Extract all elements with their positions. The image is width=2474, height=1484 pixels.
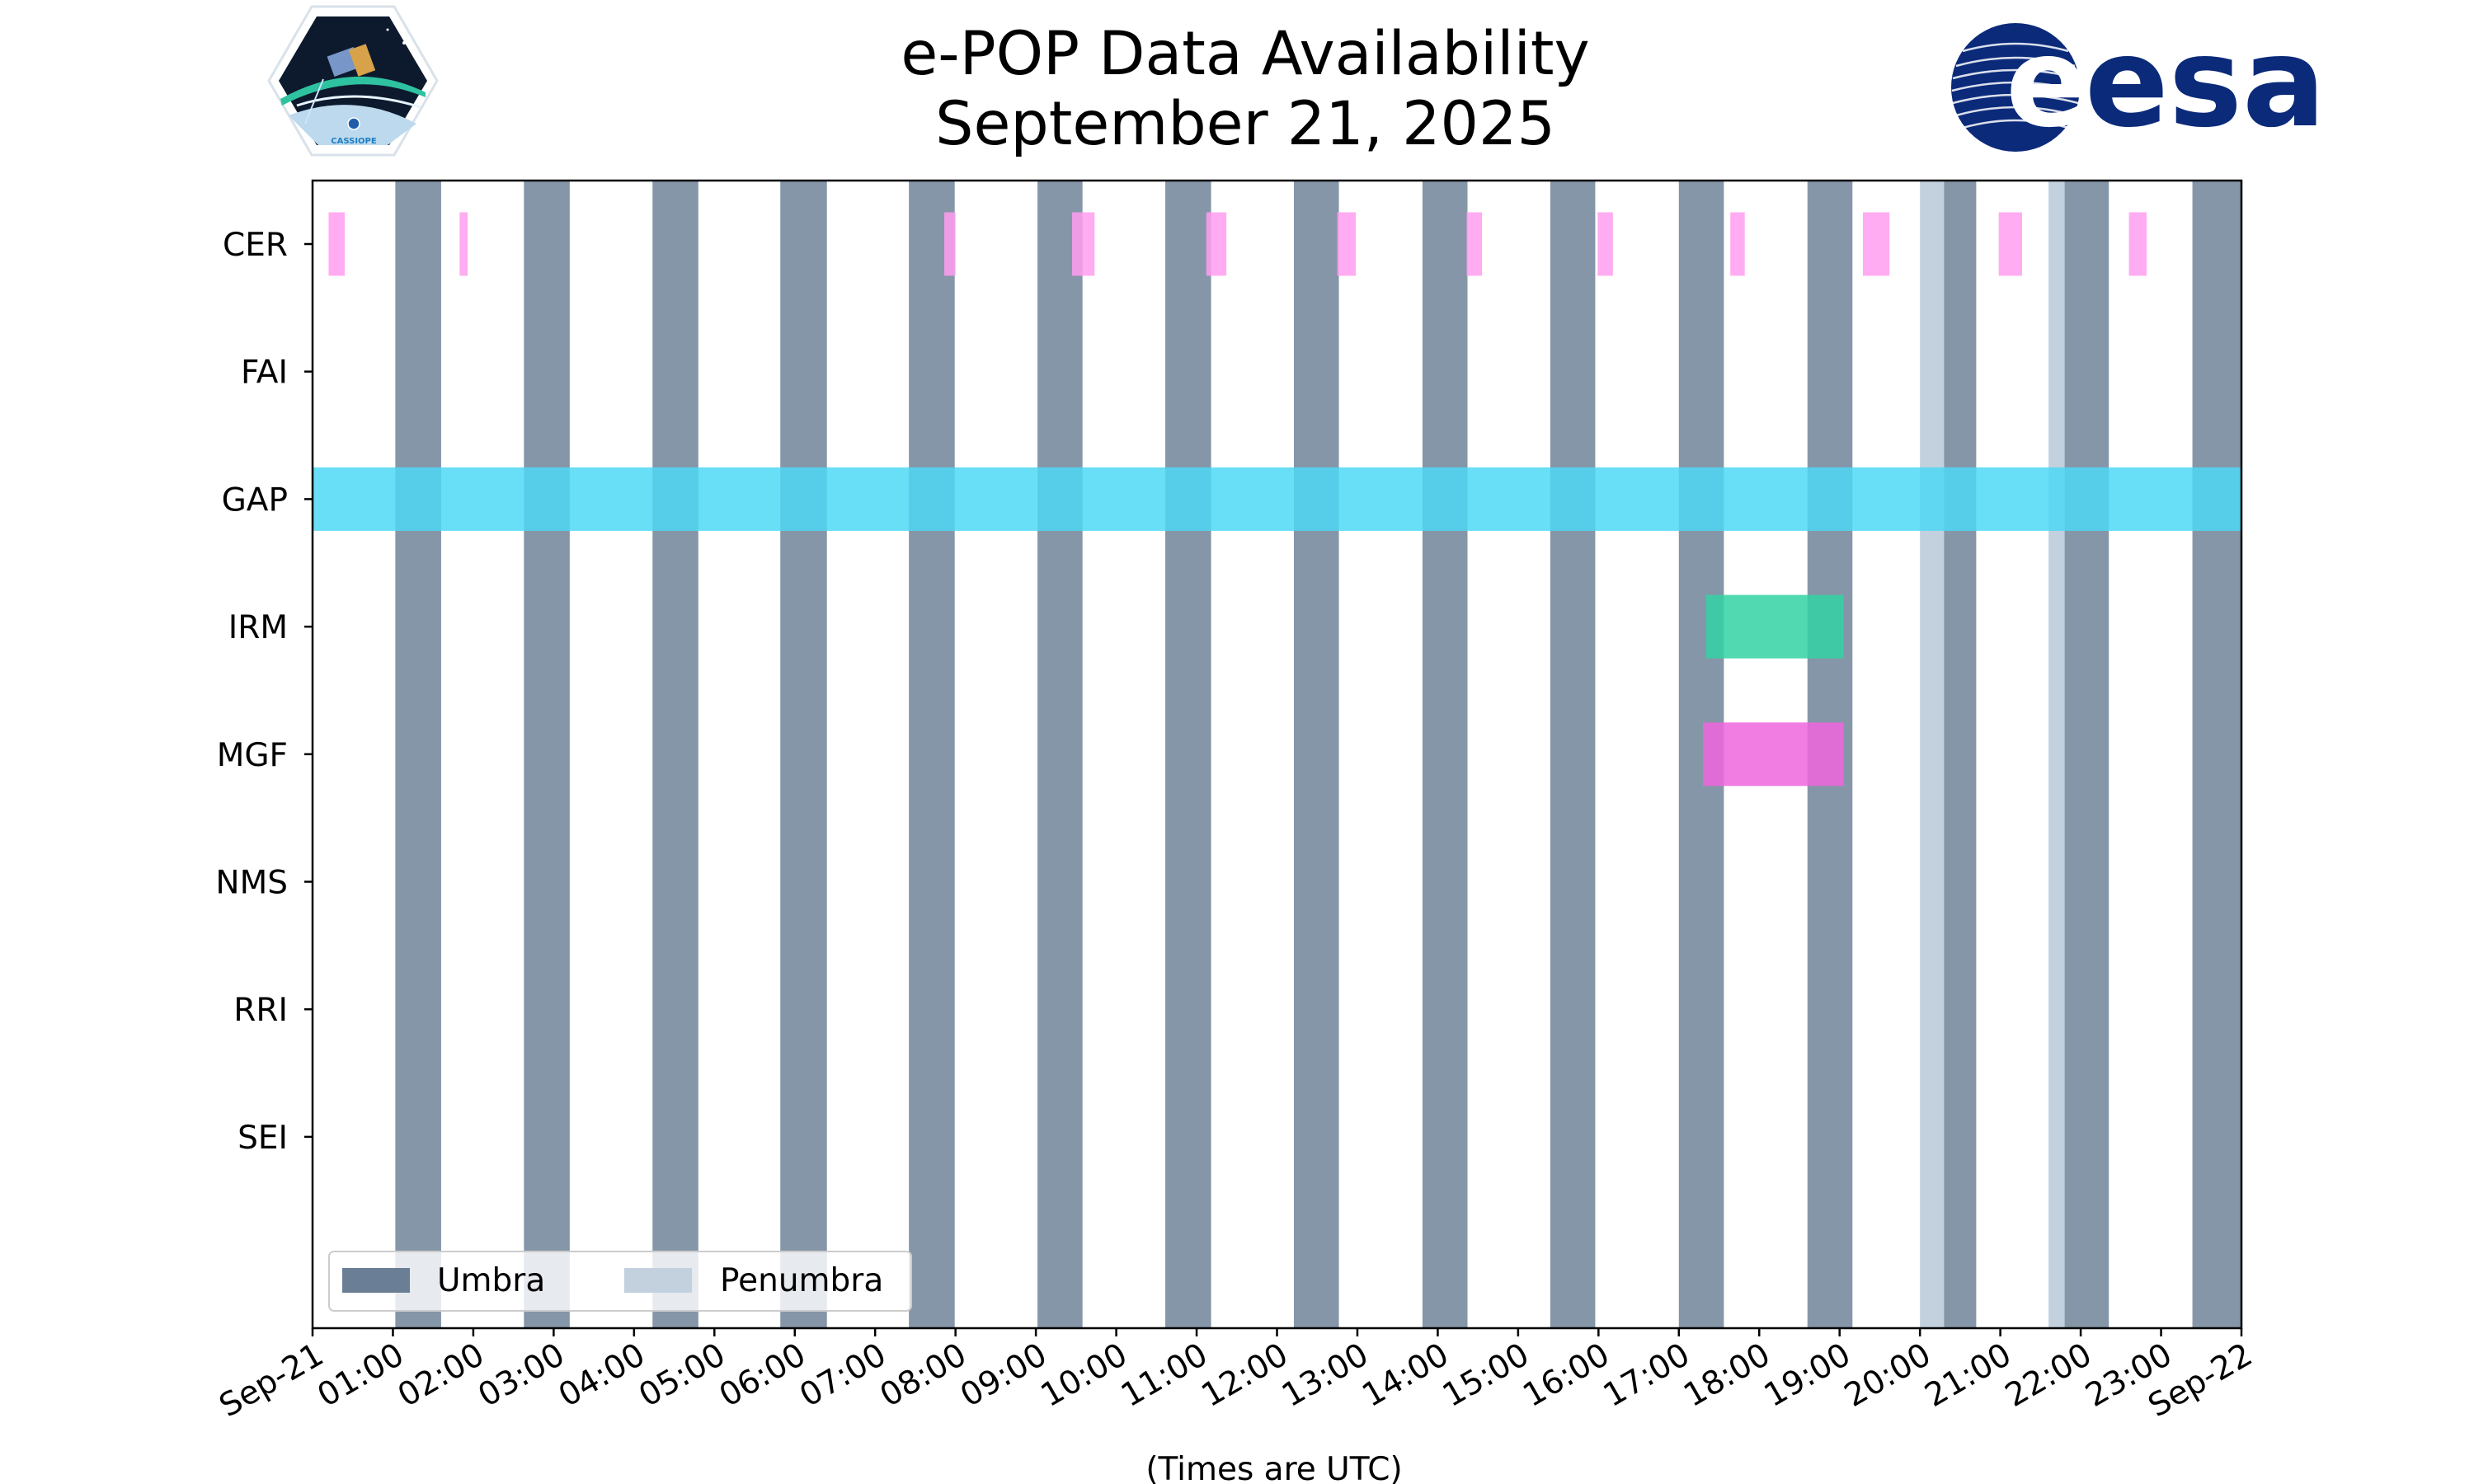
y-axis: CER FAI GAP IRM MGF NMS RRI SEI bbox=[215, 227, 313, 1157]
y-tick-label-rri: RRI bbox=[233, 992, 288, 1029]
umbra-band-9 bbox=[1550, 181, 1596, 1328]
cer-availability-bar-4 bbox=[1206, 212, 1227, 276]
x-tick-label-14: 14:00 bbox=[1357, 1336, 1456, 1415]
x-tick-label-8: 08:00 bbox=[874, 1336, 973, 1415]
x-tick-label-4: 04:00 bbox=[553, 1336, 651, 1415]
cer-availability-bar-6 bbox=[1466, 212, 1483, 276]
x-tick-label-3: 03:00 bbox=[473, 1336, 571, 1415]
x-tick-label-19: 19:00 bbox=[1758, 1336, 1857, 1415]
umbra-band-13 bbox=[2064, 181, 2109, 1328]
mgf-availability-bar-0 bbox=[1703, 722, 1844, 787]
x-tick-label-17: 17:00 bbox=[1597, 1336, 1696, 1415]
cer-availability-bar-8 bbox=[1730, 212, 1745, 276]
esa-inner-e-mark: e bbox=[2006, 12, 2090, 155]
y-tick-label-irm: IRM bbox=[228, 609, 288, 646]
x-tick-label-7: 07:00 bbox=[793, 1336, 892, 1415]
cer-availability-bar-5 bbox=[1337, 212, 1357, 276]
x-axis: Sep-2101:0002:0003:0004:0005:0006:0007:0… bbox=[214, 1328, 2259, 1425]
y-tick-label-gap: GAP bbox=[222, 481, 288, 519]
x-tick-label-20: 20:00 bbox=[1838, 1336, 1937, 1415]
cer-availability-bar-7 bbox=[1597, 212, 1613, 276]
umbra-band-14 bbox=[2192, 181, 2241, 1328]
legend-penumbra-swatch bbox=[624, 1268, 692, 1293]
x-tick-label-18: 18:00 bbox=[1677, 1336, 1776, 1415]
cer-availability-bar-3 bbox=[1071, 212, 1095, 276]
cer-availability-bar-10 bbox=[1998, 212, 2022, 276]
x-tick-label-9: 09:00 bbox=[954, 1336, 1053, 1415]
legend-umbra-label: Umbra bbox=[437, 1262, 545, 1299]
umbra-band-0 bbox=[395, 181, 441, 1328]
x-tick-label-15: 15:00 bbox=[1437, 1336, 1536, 1415]
umbra-band-12 bbox=[1944, 181, 1977, 1328]
legend-penumbra-label: Penumbra bbox=[720, 1262, 883, 1299]
cer-availability-bar-0 bbox=[328, 212, 345, 276]
x-tick-label-16: 16:00 bbox=[1517, 1336, 1616, 1415]
cer-availability-bar-2 bbox=[944, 212, 956, 276]
y-tick-label-nms: NMS bbox=[215, 865, 288, 902]
x-tick-label-13: 13:00 bbox=[1276, 1336, 1375, 1415]
umbra-band-4 bbox=[909, 181, 955, 1328]
umbra-band-2 bbox=[652, 181, 698, 1328]
penumbra-band-0 bbox=[1920, 181, 1945, 1328]
y-tick-label-fai: FAI bbox=[241, 355, 288, 392]
y-tick-label-cer: CER bbox=[223, 227, 288, 264]
x-tick-label-6: 06:00 bbox=[713, 1336, 812, 1415]
irm-availability-bar-0 bbox=[1705, 594, 1844, 659]
esa-logo-text: esa bbox=[2085, 12, 2326, 155]
cassiope-logo-text: CASSIOPE bbox=[331, 137, 377, 146]
y-tick-label-mgf: MGF bbox=[217, 737, 288, 774]
x-tick-label-21: 21:00 bbox=[1919, 1336, 2018, 1415]
bars-layer bbox=[313, 212, 2241, 787]
x-axis-label: (Times are UTC) bbox=[1145, 1451, 1402, 1484]
x-tick-label-11: 11:00 bbox=[1115, 1336, 1214, 1415]
x-tick-label-10: 10:00 bbox=[1035, 1336, 1134, 1415]
x-tick-label-5: 05:00 bbox=[633, 1336, 731, 1415]
x-tick-label-22: 22:00 bbox=[1999, 1336, 2098, 1415]
umbra-band-7 bbox=[1293, 181, 1339, 1328]
umbra-band-6 bbox=[1165, 181, 1211, 1328]
cer-availability-bar-1 bbox=[459, 212, 468, 276]
y-tick-label-sei: SEI bbox=[238, 1120, 288, 1157]
gap-availability-bar-0 bbox=[313, 467, 2241, 531]
umbra-band-8 bbox=[1422, 181, 1468, 1328]
chart-subtitle: September 21, 2025 bbox=[935, 89, 1555, 159]
cer-availability-bar-11 bbox=[2128, 212, 2147, 276]
x-tick-label-12: 12:00 bbox=[1196, 1336, 1295, 1415]
legend: Umbra Penumbra bbox=[328, 1251, 912, 1312]
x-tick-label-0: Sep-21 bbox=[214, 1336, 330, 1425]
umbra-band-1 bbox=[524, 181, 570, 1328]
legend-umbra-swatch bbox=[342, 1268, 410, 1293]
x-tick-label-1: 01:00 bbox=[312, 1336, 411, 1415]
shading-layer bbox=[395, 181, 2241, 1328]
chart-title: e-POP Data Availability bbox=[901, 19, 1589, 89]
umbra-band-3 bbox=[780, 181, 827, 1328]
penumbra-band-1 bbox=[2048, 181, 2065, 1328]
cassiope-logo: CASSIOPE bbox=[267, 5, 439, 157]
esa-logo: e esa bbox=[1951, 12, 2326, 155]
x-tick-label-2: 02:00 bbox=[392, 1336, 491, 1415]
cer-availability-bar-9 bbox=[1862, 212, 1890, 276]
umbra-band-5 bbox=[1037, 181, 1083, 1328]
legend-box bbox=[328, 1251, 912, 1312]
